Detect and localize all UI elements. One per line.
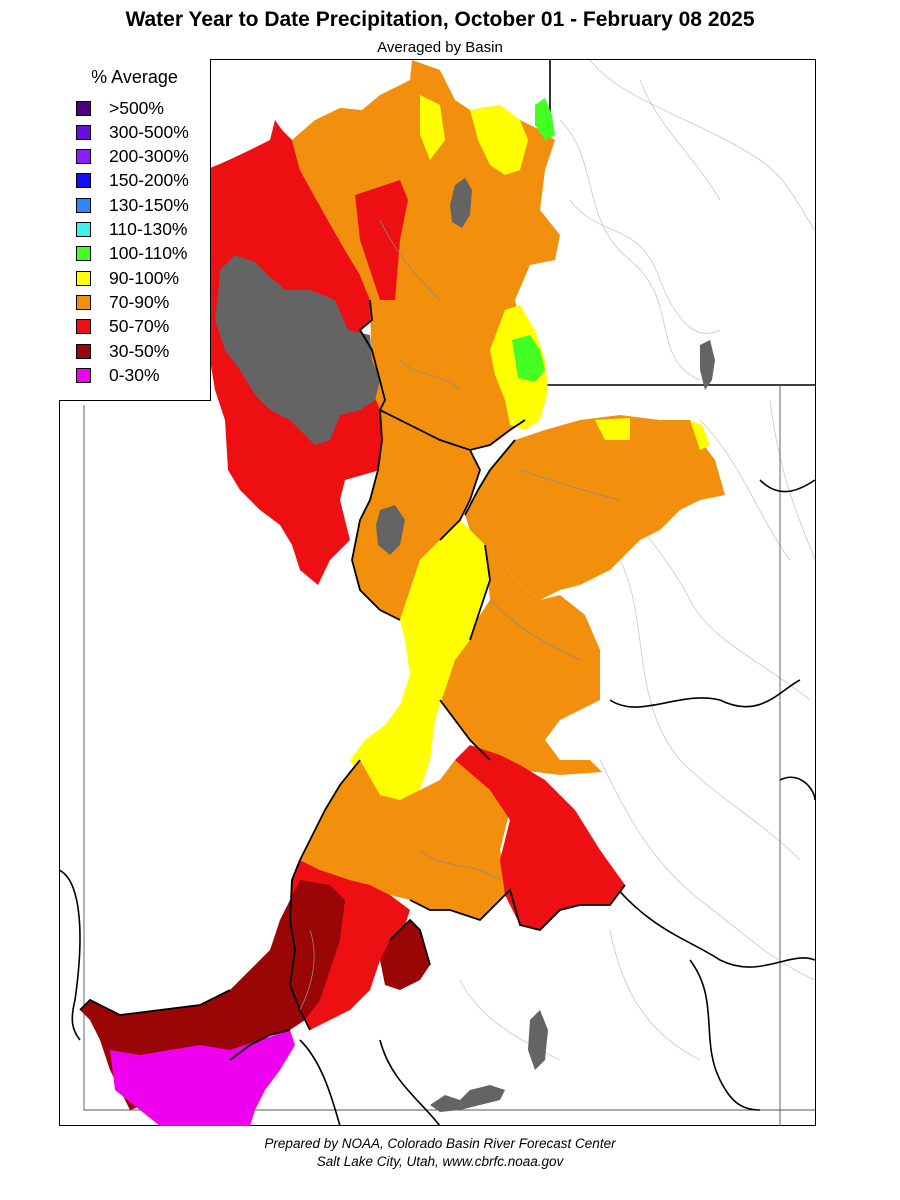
legend-item: 70-90% [76,291,169,313]
basin-90-100-north-2 [420,95,445,160]
legend-swatch [76,246,91,262]
basin-70-90-central-west [352,410,480,620]
basin-70-90-east [465,415,725,600]
basin-70-90-south [300,760,510,920]
legend-swatch [76,270,91,286]
legend-item: 130-150% [76,194,189,216]
legend-item: 150-200% [76,170,189,192]
legend-label: 90-100% [109,267,180,288]
legend-label: 50-70% [109,316,170,337]
utah-lake [376,505,405,555]
basin-70-90-southeast [430,545,602,775]
legend-item: 30-50% [76,340,169,362]
legend-swatch [76,294,91,310]
legend-swatch [76,367,91,383]
map-title: Water Year to Date Precipitation, Octobe… [125,8,755,31]
legend-swatch [76,149,91,165]
legend-label: 200-300% [109,146,189,167]
legend-label: 110-130% [109,219,188,239]
legend-item: 300-500% [76,121,189,143]
legend-title: % Average [91,67,178,87]
basin-100-110-north [535,98,555,140]
legend-label: 300-500% [109,121,189,142]
legend-item: 50-70% [76,316,169,338]
basin-90-100-east-3 [690,420,710,450]
basin-50-70-north-sliver [355,180,408,300]
basin-30-50-south [80,880,345,1110]
legend-label: 150-200% [109,170,189,191]
basin-rivers [299,219,621,1011]
footer-credit: Prepared by NOAA, Colorado Basin River F… [264,1136,616,1151]
legend: % Average >500% 300-500% 200-300% 150-200% 1… [59,59,211,401]
basin-50-70-southeast [455,745,625,930]
lake-powell [430,1085,505,1112]
legend-label: 30-50% [109,340,170,361]
river-segment-east [528,1010,548,1070]
legend-item: 110-130% [76,219,188,241]
legend-item: 100-110% [76,243,188,265]
legend-swatch [76,319,91,335]
precipitation-map [59,59,816,1126]
footer-location: Salt Lake City, Utah, www.cbrfc.noaa.gov [316,1154,564,1169]
basin-0-30 [110,1030,295,1126]
legend-label: 100-110% [109,243,188,264]
basin-90-100-east-2 [595,418,630,440]
legend-item: 90-100% [76,267,179,289]
legend-label: 130-150% [109,194,189,215]
legend-swatch [76,222,91,237]
basin-90-100-central [350,520,490,800]
legend-swatch [76,197,91,213]
map-subtitle: Averaged by Basin [377,39,503,56]
legend-swatch [76,124,91,140]
great-salt-lake [215,255,380,445]
state-borders [59,60,816,1126]
basin-90-100-north [470,105,528,175]
legend-label: 0-30% [109,364,160,385]
legend-item: 200-300% [76,146,189,168]
legend-label: 70-90% [109,291,170,312]
legend-item: >500% [76,97,164,119]
legend-item: 0-30% [76,364,160,386]
legend-swatch [76,343,91,359]
legend-swatch [76,100,91,116]
bear-lake [450,178,472,228]
flaming-gorge [700,340,715,390]
river-lines [459,59,816,1061]
legend-swatch [76,173,91,189]
basin-100-110-east [512,335,545,382]
legend-label: >500% [109,97,164,118]
